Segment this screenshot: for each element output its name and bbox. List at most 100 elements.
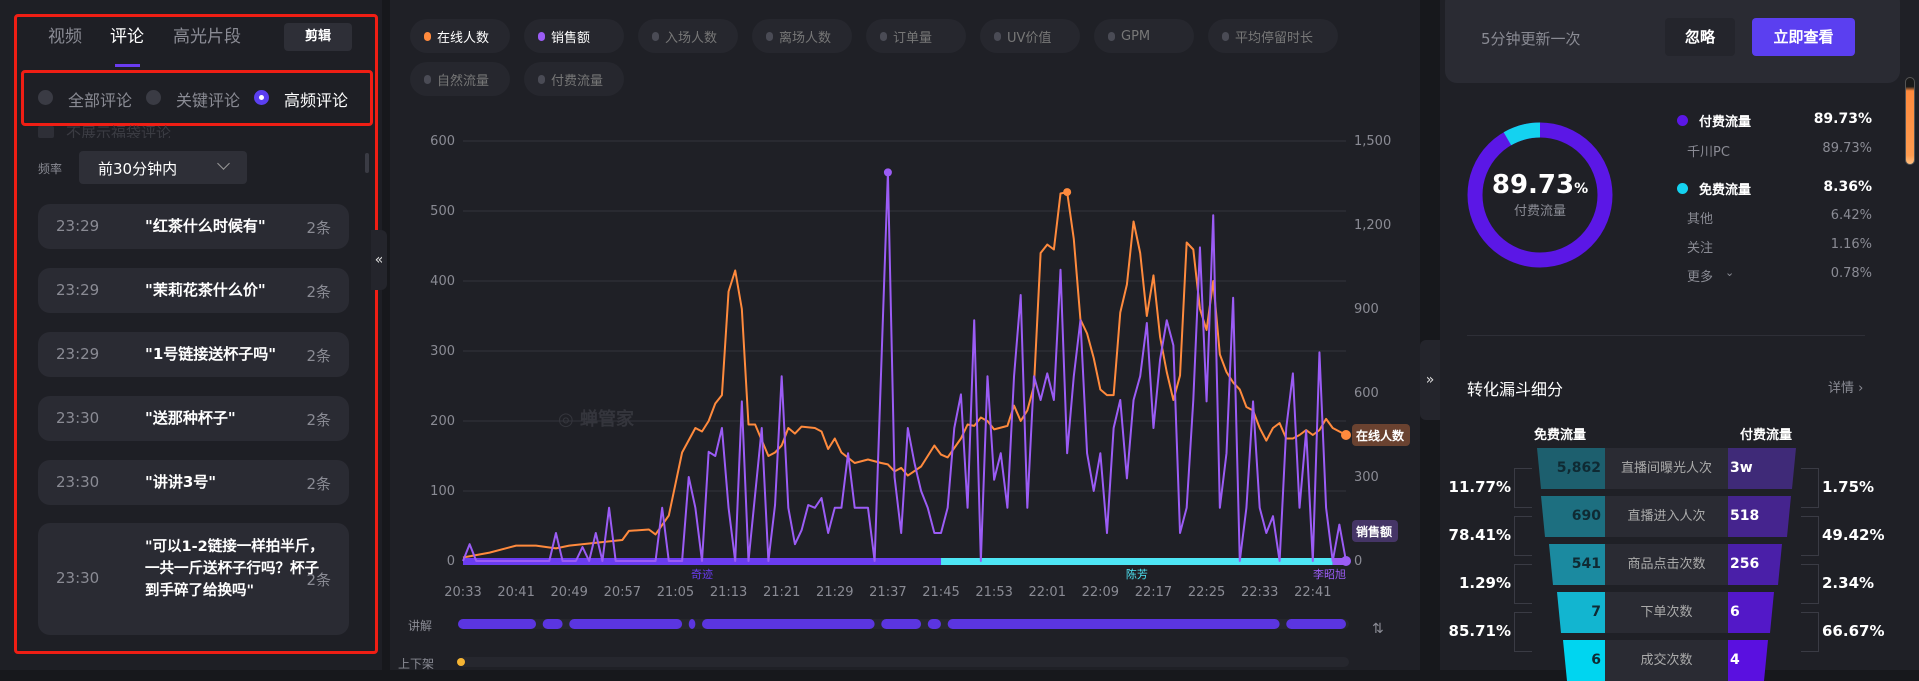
- explain-segment[interactable]: [569, 619, 682, 629]
- sort-icon[interactable]: ⇅: [1372, 621, 1384, 637]
- comment-time: 23:29: [56, 281, 99, 299]
- comment-time: 23:30: [56, 473, 99, 491]
- y-right-tick-label: 1,200: [1354, 218, 1391, 233]
- funnel-paid-value: 4: [1728, 640, 1768, 681]
- scrollbar[interactable]: [1905, 77, 1915, 165]
- ignore-button[interactable]: 忽略: [1665, 18, 1735, 56]
- x-tick-label: 22:01: [1029, 585, 1066, 600]
- peak-marker[interactable]: [884, 168, 892, 176]
- funnel-free-value: 6: [1563, 640, 1605, 681]
- series-end-label: 销售额: [1356, 524, 1392, 539]
- x-tick-label: 21:37: [869, 585, 906, 600]
- divider: [1467, 335, 1865, 336]
- funnel-stage-label: 商品点击次数: [1605, 544, 1728, 585]
- comment-text: "1号链接送杯子吗": [145, 345, 276, 363]
- radio-key-comments-label[interactable]: 关键评论: [176, 87, 240, 111]
- comment-item[interactable]: 23:30"可以1-2链接一样拍半斤，一共一斤送杯子行吗？杯子到手碎了给换吗"2…: [38, 523, 349, 635]
- radio-all-comments[interactable]: [38, 90, 53, 105]
- shelf-track: [458, 657, 1349, 667]
- comment-item[interactable]: 23:29"1号链接送杯子吗"2条: [38, 332, 349, 377]
- explain-segment[interactable]: [702, 619, 875, 629]
- tab-highlights[interactable]: 高光片段: [173, 22, 241, 47]
- funnel-paid-header: 付费流量: [1740, 424, 1792, 443]
- shelf-marker[interactable]: [457, 658, 465, 666]
- y-left-tick-label: 300: [430, 344, 455, 359]
- traffic-row-value: 8.36%: [1823, 179, 1872, 195]
- traffic-row[interactable]: 更多⌄0.78%: [1677, 266, 1872, 284]
- radio-all-comments-label[interactable]: 全部评论: [68, 87, 132, 111]
- radio-frequent-comments[interactable]: [254, 90, 269, 105]
- comment-item[interactable]: 23:30"讲讲3号"2条: [38, 460, 349, 505]
- donut-center-unit: %: [1574, 181, 1588, 197]
- comment-count: 2条: [306, 217, 331, 238]
- traffic-row-label: 更多: [1687, 266, 1713, 285]
- comment-time: 23:29: [56, 217, 99, 235]
- explain-segment[interactable]: [1286, 619, 1346, 629]
- traffic-row-value: 89.73%: [1822, 141, 1872, 156]
- funnel-detail-link[interactable]: 详情 ›: [1828, 377, 1863, 396]
- chevron-down-icon: [217, 157, 230, 170]
- donut-center-value: 89.73: [1492, 170, 1574, 200]
- funnel-stage-label: 成交次数: [1605, 640, 1728, 681]
- update-notice-text: 5分钟更新一次: [1481, 28, 1581, 49]
- donut-center: 89.73% 付费流量: [1490, 170, 1590, 219]
- explain-segment[interactable]: [928, 619, 941, 629]
- x-tick-label: 21:05: [657, 585, 694, 600]
- x-tick-label: 21:45: [922, 585, 959, 600]
- view-now-button[interactable]: 立即查看: [1752, 18, 1855, 56]
- paid-conversion-rate: 66.67%: [1822, 622, 1884, 640]
- explain-segment[interactable]: [948, 619, 1280, 629]
- funnel-stage-label: 直播间曝光人次: [1605, 448, 1728, 489]
- hide-lucky-bag-checkbox[interactable]: [38, 126, 54, 138]
- x-tick-label: 22:25: [1188, 585, 1225, 600]
- chevron-down-icon[interactable]: ⌄: [1725, 266, 1734, 279]
- frequency-value: 前30分钟内: [98, 158, 177, 179]
- comment-time: 23:30: [56, 569, 99, 587]
- scrollbar[interactable]: [365, 153, 369, 173]
- edit-button[interactable]: 剪辑: [284, 23, 352, 51]
- x-tick-label: 21:13: [710, 585, 747, 600]
- comment-time: 23:30: [56, 409, 99, 427]
- y-right-tick-label: 0: [1354, 554, 1362, 569]
- funnel-stage-label: 直播进入人次: [1605, 496, 1728, 537]
- paid-conversion-rate: 2.34%: [1822, 574, 1874, 592]
- radio-frequent-comments-label[interactable]: 高频评论: [284, 87, 348, 111]
- bracket-arrow-icon: [1801, 612, 1819, 652]
- frequency-label: 频率: [38, 160, 62, 177]
- traffic-row-value: 89.73%: [1814, 111, 1872, 127]
- funnel-stage-label: 下单次数: [1605, 592, 1728, 633]
- hide-lucky-bag-label: 不展示福袋评论: [66, 122, 171, 138]
- funnel-paid-value: 518: [1728, 496, 1791, 537]
- comment-item[interactable]: 23:29"红茶什么时候有"2条: [38, 204, 349, 249]
- explain-segment[interactable]: [689, 619, 696, 629]
- traffic-row-label: 千川PC: [1687, 141, 1730, 160]
- tab-video[interactable]: 视频: [48, 22, 82, 47]
- radio-key-comments[interactable]: [146, 90, 161, 105]
- comment-count: 2条: [306, 409, 331, 430]
- peak-marker[interactable]: [1063, 188, 1071, 196]
- x-tick-label: 22:17: [1135, 585, 1172, 600]
- frequency-dropdown[interactable]: 前30分钟内: [79, 151, 247, 184]
- host-name-label: 李昭旭: [1313, 567, 1346, 581]
- tab-comments[interactable]: 评论: [110, 22, 144, 47]
- comment-item[interactable]: 23:29"茉莉花茶什么价"2条: [38, 268, 349, 313]
- collapse-left-icon[interactable]: «: [371, 230, 387, 290]
- traffic-row-value: 6.42%: [1831, 208, 1872, 223]
- bracket-arrow-icon: [1514, 516, 1532, 556]
- host-name-label: 陈芳: [1126, 567, 1148, 581]
- explain-segment[interactable]: [881, 619, 921, 629]
- funnel-free-header: 免费流量: [1534, 424, 1586, 443]
- legend-dot-icon: [1677, 183, 1688, 194]
- explain-segment[interactable]: [543, 619, 563, 629]
- x-tick-label: 22:09: [1082, 585, 1119, 600]
- x-tick-label: 21:29: [816, 585, 853, 600]
- comment-item[interactable]: 23:30"送那种杯子"2条: [38, 396, 349, 441]
- line-chart: 010020030040050060003006009001,2001,5002…: [390, 0, 1420, 670]
- expand-right-icon[interactable]: »: [1420, 340, 1440, 420]
- explain-segment[interactable]: [458, 619, 536, 629]
